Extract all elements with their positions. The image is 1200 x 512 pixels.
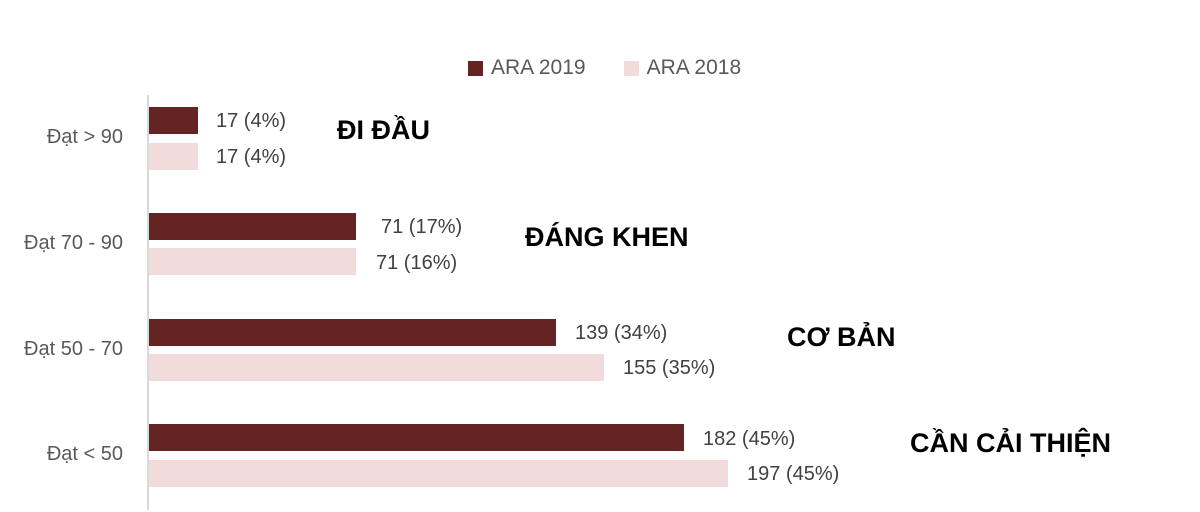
tier-annotation: ĐÁNG KHEN	[525, 222, 689, 252]
data-label-ara-2018: 71 (16%)	[376, 252, 458, 274]
bar-ara-2018	[149, 354, 604, 381]
bar-ara-2018	[149, 248, 356, 275]
data-label-ara-2019: 71 (17%)	[381, 216, 463, 238]
data-label-ara-2018: 155 (35%)	[623, 357, 716, 379]
category-label: Đạt > 90	[46, 126, 123, 148]
data-label-ara-2018: 17 (4%)	[216, 146, 287, 168]
bar-ara-2019	[149, 424, 684, 451]
data-label-ara-2019: 182 (45%)	[703, 428, 796, 450]
bar-ara-2019	[149, 107, 198, 134]
category-label: Đạt 70 - 90	[24, 232, 123, 254]
bar-ara-2019	[149, 319, 556, 346]
legend-item-ara-2019: ARA 2019	[468, 56, 586, 80]
chart-legend: ARA 2019 ARA 2018	[468, 56, 779, 80]
legend-label: ARA 2019	[491, 56, 586, 79]
tier-annotation: CƠ BẢN	[787, 322, 896, 352]
legend-label: ARA 2018	[646, 56, 742, 79]
tier-annotation: ĐI ĐẦU	[337, 115, 430, 145]
tier-annotation: CẦN CẢI THIỆN	[910, 428, 1111, 458]
category-axis	[147, 95, 149, 510]
bar-ara-2018	[149, 460, 728, 487]
data-label-ara-2019: 17 (4%)	[216, 110, 287, 132]
legend-swatch-ara-2018	[623, 60, 639, 76]
data-label-ara-2019: 139 (34%)	[575, 322, 668, 344]
category-label: Đạt < 50	[46, 443, 123, 465]
bar-ara-2018	[149, 143, 198, 170]
category-label: Đạt 50 - 70	[24, 338, 123, 360]
data-label-ara-2018: 197 (45%)	[747, 463, 840, 485]
legend-swatch-ara-2019	[468, 60, 483, 76]
bar-ara-2019	[149, 213, 356, 240]
legend-item-ara-2018: ARA 2018	[623, 56, 742, 80]
